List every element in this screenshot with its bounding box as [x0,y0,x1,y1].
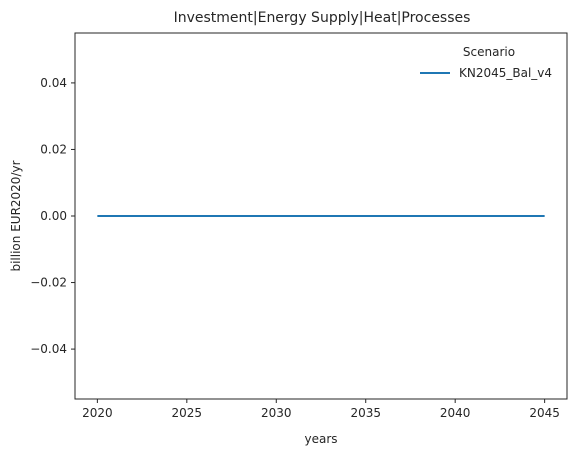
x-tick-label: 2030 [261,406,292,420]
x-axis-label: years [304,432,337,446]
chart-title: Investment|Energy Supply|Heat|Processes [174,10,471,26]
x-tick-label: 2020 [82,406,113,420]
y-tick-label: 0.00 [40,209,67,223]
x-tick-label: 2040 [440,406,471,420]
y-tick-label: −0.02 [30,276,67,290]
y-tick-label: 0.04 [40,76,67,90]
x-tick-label: 2025 [172,406,203,420]
legend: Scenario KN2045_Bal_v4 [420,45,552,80]
y-tick-label: 0.02 [40,142,67,156]
x-axis: 2020 2025 2030 2035 2040 2045 [82,399,560,420]
legend-title: Scenario [463,45,515,59]
x-tick-label: 2035 [350,406,381,420]
x-tick-label: 2045 [529,406,560,420]
y-tick-label: −0.04 [30,342,67,356]
y-axis: −0.04 −0.02 0.00 0.02 0.04 [30,76,75,356]
legend-entry: KN2045_Bal_v4 [459,66,552,80]
y-axis-label: billion EUR2020/yr [9,160,23,271]
